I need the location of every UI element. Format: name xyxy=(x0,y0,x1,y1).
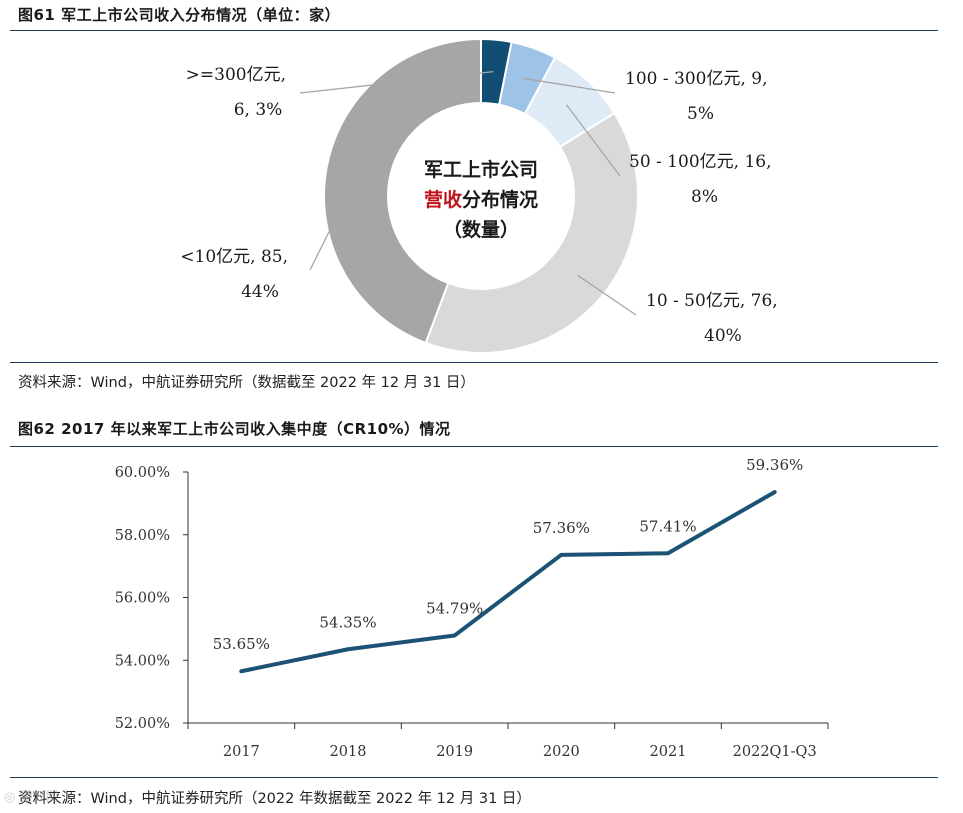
series-point xyxy=(667,552,669,554)
donut-label-line2: 6, 3% xyxy=(234,100,283,120)
x-tick-label: 2019 xyxy=(436,744,473,760)
donut-label-line1: >=300亿元, xyxy=(186,65,286,85)
donut-leader-line-3 xyxy=(565,104,621,177)
x-tick-label: 2022Q1-Q3 xyxy=(733,744,817,760)
donut-chart: >=300亿元, 6, 3% 100 - 300亿元, 9, 5% 50 - 100亿元… xyxy=(180,37,778,354)
line-chart-axes xyxy=(183,471,829,729)
donut-label-line2: 8% xyxy=(691,187,718,207)
y-tick-label: 52.00% xyxy=(115,716,170,732)
donut-center-line-3: （数量） xyxy=(443,218,519,241)
donut-leader-line-5 xyxy=(309,173,359,271)
line-chart-tick-labels: 52.00% 54.00% 56.00% 58.00% 60.00% 2017 2018 20… xyxy=(115,465,817,760)
data-label: 53.65% xyxy=(213,635,270,653)
figure-61-title: 图61 军工上市公司收入分布情况（单位：家） xyxy=(18,6,341,24)
line-chart-data-labels: 53.65% 54.35% 54.79% 57.36% 57.41% 59.36% xyxy=(213,456,804,653)
donut-label-line2: 40% xyxy=(704,326,742,346)
center-text-part: 军工上市公司 xyxy=(424,158,538,181)
series-point xyxy=(560,554,562,556)
donut-labels: >=300亿元, 6, 3% 100 - 300亿元, 9, 5% 50 - 100亿元… xyxy=(180,65,777,346)
series-point xyxy=(240,670,242,672)
series-point xyxy=(454,634,456,636)
donut-leader-line-1 xyxy=(299,70,494,94)
x-tick-label: 2020 xyxy=(543,744,580,760)
figure-61-source: 资料来源：Wind，中航证券研究所（数据截至 2022 年 12 月 31 日） xyxy=(18,375,475,391)
y-tick-label: 54.00% xyxy=(115,653,170,669)
donut-label-line1: <10亿元, 85, xyxy=(180,247,288,267)
y-tick-label: 56.00% xyxy=(115,591,170,607)
donut-leader-line-2 xyxy=(523,77,616,94)
data-label: 57.41% xyxy=(639,517,696,535)
data-label: 59.36% xyxy=(746,456,803,474)
x-tick-label: 2018 xyxy=(330,744,367,760)
donut-leader-line-4 xyxy=(577,274,637,316)
figure-61-top-rule xyxy=(10,30,938,31)
donut-label-line2: 5% xyxy=(687,104,714,124)
donut-label-line2: 44% xyxy=(241,282,279,302)
y-tick-label: 60.00% xyxy=(115,465,170,481)
donut-label-line1: 50 - 100亿元, 16, xyxy=(629,152,771,172)
donut-leader-lines xyxy=(299,70,637,316)
donut-slices xyxy=(323,37,639,354)
donut-center-line-1: 军工上市公司 xyxy=(424,158,538,181)
figure-62-top-rule xyxy=(10,446,938,447)
series-point xyxy=(347,648,349,650)
x-tick-label: 2021 xyxy=(650,744,687,760)
x-tick-label: 2017 xyxy=(223,744,260,760)
center-accent-text: 营收 xyxy=(424,188,462,211)
donut-label-line1: 10 - 50亿元, 76, xyxy=(646,291,778,311)
series-line-cr10 xyxy=(239,490,777,674)
watermark-logo: ◎ 猎云网 xyxy=(4,790,59,805)
figure-62-bottom-rule xyxy=(10,777,938,778)
y-tick-label: 58.00% xyxy=(115,528,170,544)
line-chart-series xyxy=(239,490,777,674)
donut-slice-4 xyxy=(424,111,639,354)
donut-label-line1: 100 - 300亿元, 9, xyxy=(625,69,767,89)
data-label: 54.35% xyxy=(319,613,376,631)
data-label: 54.79% xyxy=(426,599,483,617)
figure-61-bottom-rule xyxy=(10,362,938,363)
donut-slice-5 xyxy=(323,37,482,345)
series-point xyxy=(774,491,776,493)
figure-62-title: 图62 2017 年以来军工上市公司收入集中度（CR10%）情况 xyxy=(18,420,451,438)
donut-center-line-2: 营收分布情况 xyxy=(424,188,538,211)
center-text-part: 分布情况 xyxy=(462,188,538,211)
data-label: 57.36% xyxy=(533,519,590,537)
center-text-part: （数量） xyxy=(443,218,519,241)
figure-62-source: 资料来源：Wind，中航证券研究所（2022 年数据截至 2022 年 12 月… xyxy=(18,791,531,807)
